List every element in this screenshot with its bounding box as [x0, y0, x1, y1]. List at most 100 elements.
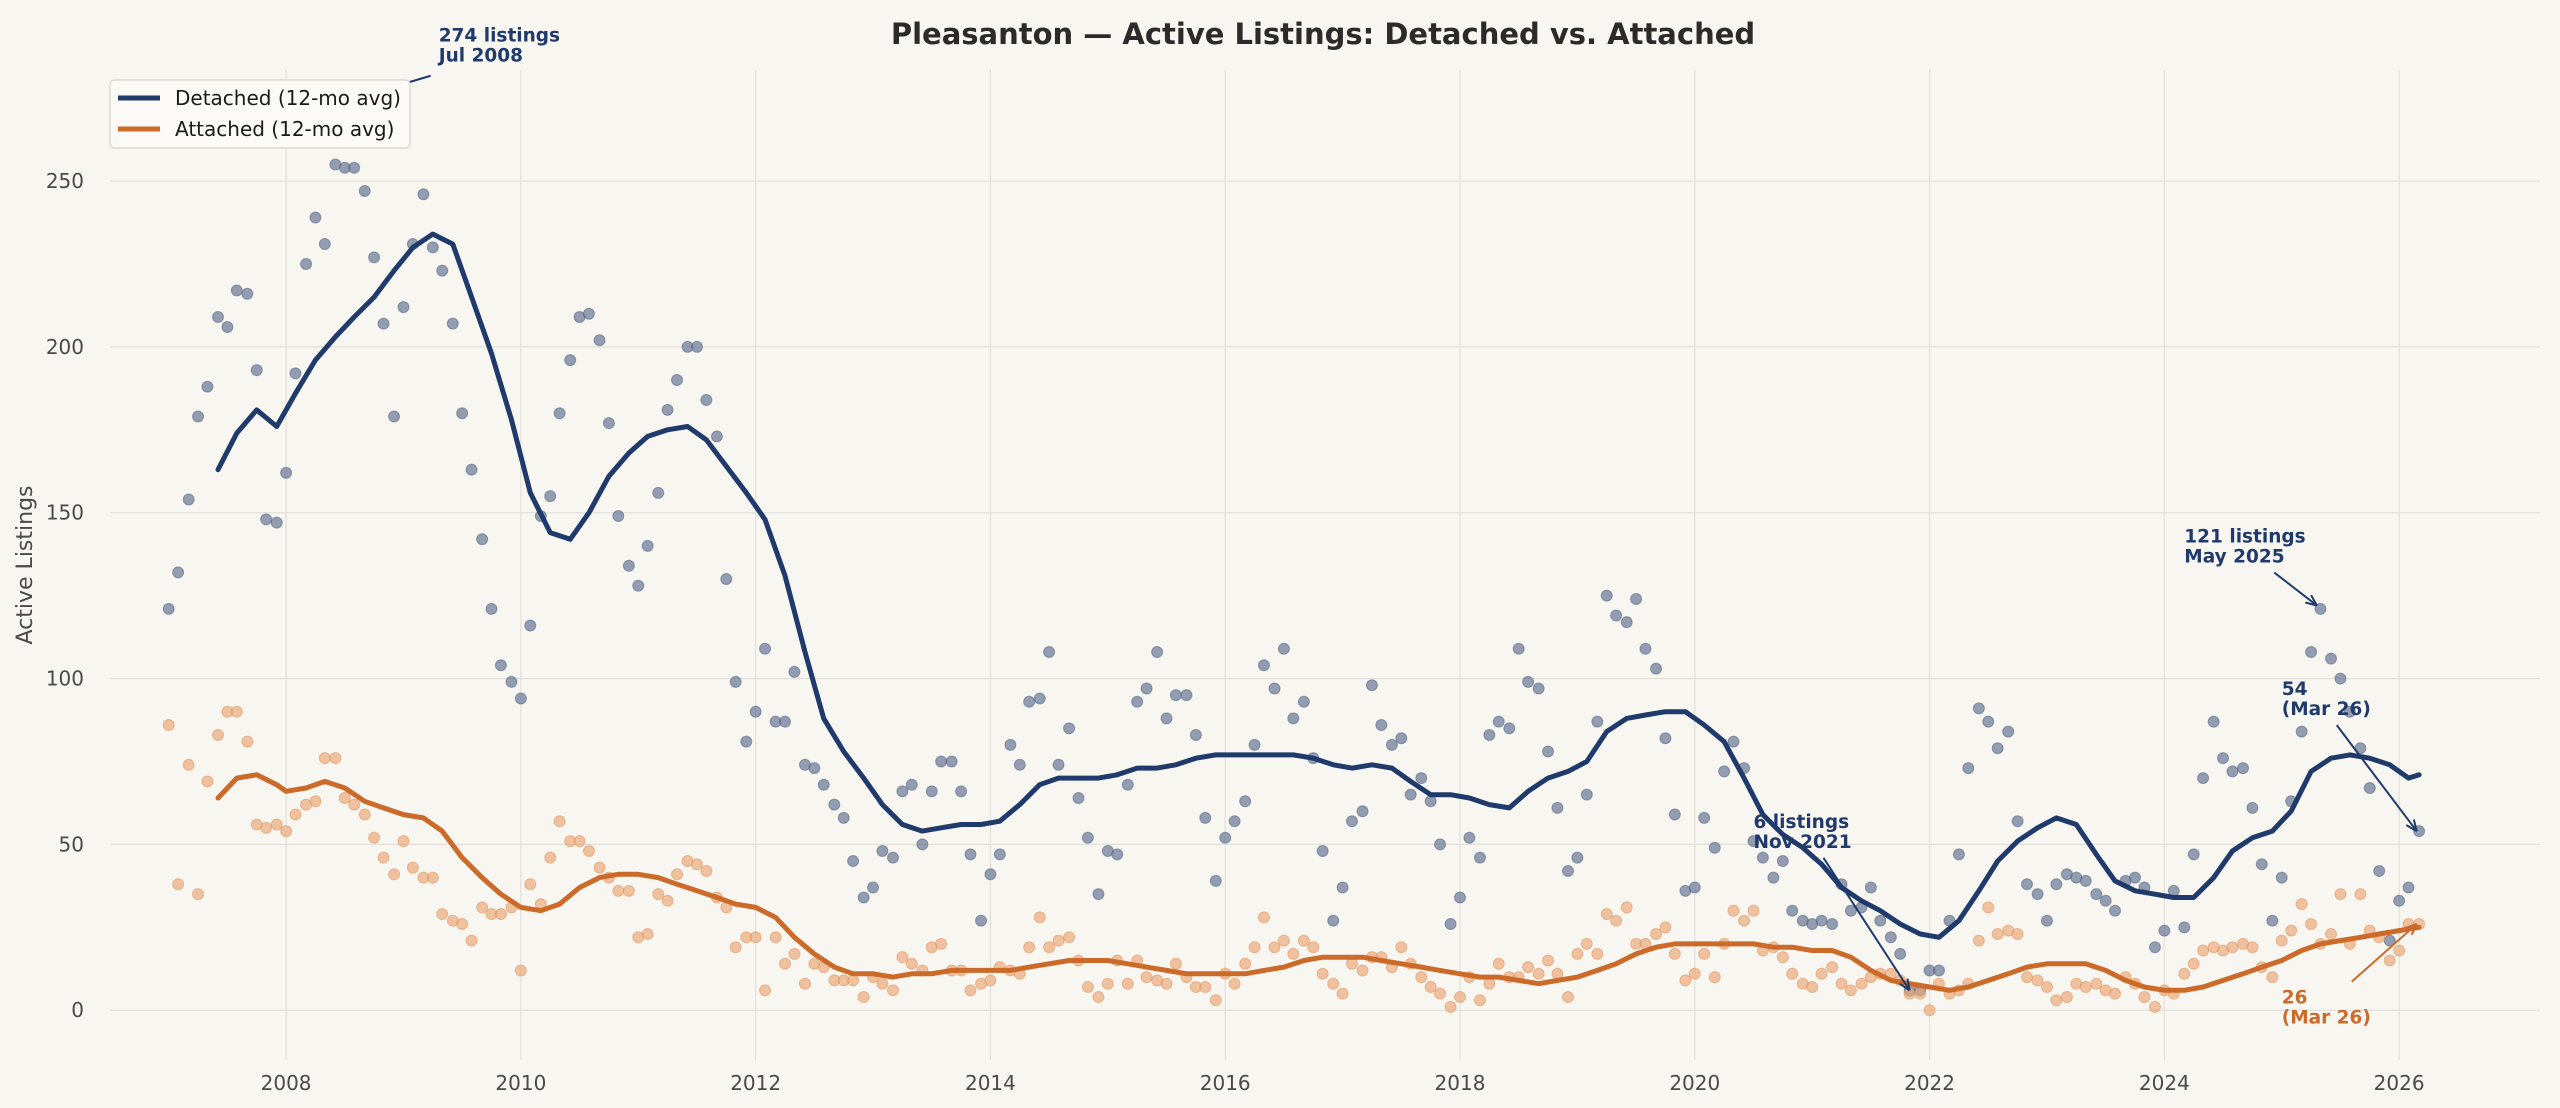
- attached-point: [1081, 981, 1094, 994]
- attached-point: [1434, 987, 1447, 1000]
- attached-point: [1982, 901, 1995, 914]
- detached-point: [2314, 602, 2327, 615]
- attached-point: [2138, 990, 2151, 1003]
- detached-point: [661, 403, 674, 416]
- detached-point: [1151, 646, 1164, 659]
- detached-point: [808, 762, 821, 775]
- attached-point: [1277, 934, 1290, 947]
- annotation-low-line2: Nov 2021: [1753, 832, 1851, 853]
- detached-point: [1483, 728, 1496, 741]
- detached-point: [1287, 712, 1300, 725]
- detached-point: [2305, 646, 2318, 659]
- detached-point: [817, 778, 830, 791]
- detached-point: [690, 340, 703, 353]
- detached-point: [2373, 864, 2386, 877]
- detached-point: [1562, 864, 1574, 877]
- detached-point: [1336, 881, 1349, 894]
- attached-point: [1043, 941, 1056, 954]
- attached-point: [377, 851, 390, 864]
- attached-point: [1287, 947, 1300, 960]
- attached-point: [1914, 987, 1927, 1000]
- detached-point: [1620, 616, 1633, 629]
- detached-point: [1257, 659, 1270, 672]
- detached-point: [2295, 725, 2308, 738]
- detached-point: [1776, 854, 1789, 867]
- attached-point: [544, 851, 557, 864]
- attached-point: [1806, 981, 1819, 994]
- attached-point: [270, 818, 283, 831]
- detached-point: [162, 602, 175, 615]
- detached-point: [2148, 941, 2161, 954]
- detached-point: [212, 311, 224, 324]
- attached-point: [212, 728, 224, 741]
- attached-point: [1023, 941, 1036, 954]
- attached-point: [887, 984, 899, 997]
- legend-box: [109, 79, 411, 149]
- attached-point: [465, 934, 478, 947]
- attached-point: [1444, 1000, 1457, 1013]
- detached-point: [309, 211, 322, 224]
- attached-point: [1424, 981, 1437, 994]
- detached-point: [1454, 891, 1466, 904]
- detached-point: [1395, 732, 1408, 745]
- detached-point: [2402, 881, 2415, 894]
- detached-point: [1404, 788, 1417, 801]
- annotation-att_mar26-arrowhead: [2405, 923, 2418, 936]
- attached-point: [984, 974, 997, 987]
- detached-point: [2255, 858, 2268, 871]
- attached-point: [368, 831, 381, 844]
- x-tick-label: 2026: [2374, 1071, 2425, 1095]
- detached-avg-line: [215, 231, 2422, 940]
- attached-point: [1257, 911, 1270, 924]
- annotation-low-arrowhead: [1899, 978, 1911, 992]
- detached-point: [241, 287, 254, 300]
- attached-point: [172, 878, 185, 891]
- detached-point: [1063, 722, 1076, 735]
- detached-point: [993, 848, 1006, 861]
- attached-point: [857, 990, 870, 1003]
- detached-point: [622, 559, 635, 572]
- x-tick-label: 2012: [730, 1071, 781, 1095]
- detached-point: [476, 533, 489, 546]
- detached-point: [2226, 765, 2239, 778]
- annotation-peak-line2: Jul 2008: [437, 46, 523, 67]
- attached-point: [2011, 927, 2024, 940]
- detached-point: [1121, 778, 1134, 791]
- annotation-peak-line1: 274 listings: [439, 26, 560, 47]
- detached-point: [720, 573, 733, 586]
- attached-point: [690, 858, 703, 871]
- attached-point: [348, 798, 361, 811]
- detached-point: [465, 463, 478, 476]
- detached-point: [494, 659, 507, 672]
- detached-point: [896, 785, 909, 798]
- detached-point: [867, 881, 880, 894]
- chart-title: Pleasanton — Active Listings: Detached v…: [891, 17, 1755, 51]
- attached-point: [2226, 941, 2239, 954]
- attached-point: [729, 941, 742, 954]
- attached-point: [2295, 898, 2308, 911]
- annotation-may2025-line2: May 2025: [2184, 547, 2284, 568]
- detached-point: [2363, 782, 2376, 795]
- detached-point: [1639, 642, 1652, 655]
- annotation-may2025-line1: 121 listings: [2184, 527, 2305, 548]
- detached-point: [1767, 871, 1780, 884]
- detached-point: [417, 188, 430, 201]
- attached-point: [2050, 994, 2063, 1007]
- attached-point: [514, 964, 527, 977]
- attached-point: [1395, 941, 1408, 954]
- attached-point: [1522, 961, 1535, 974]
- detached-point: [1434, 838, 1447, 851]
- attached-point: [1209, 994, 1222, 1007]
- detached-point: [1600, 589, 1613, 602]
- detached-point: [544, 490, 557, 503]
- attached-point: [289, 808, 302, 821]
- detached-point: [230, 284, 243, 297]
- attached-point: [192, 888, 205, 901]
- attached-point: [652, 888, 665, 901]
- detached-point: [857, 891, 870, 904]
- detached-point: [887, 851, 899, 864]
- detached-point: [260, 513, 273, 526]
- detached-point: [1189, 728, 1202, 741]
- detached-point: [1591, 715, 1604, 728]
- detached-point: [2178, 921, 2191, 934]
